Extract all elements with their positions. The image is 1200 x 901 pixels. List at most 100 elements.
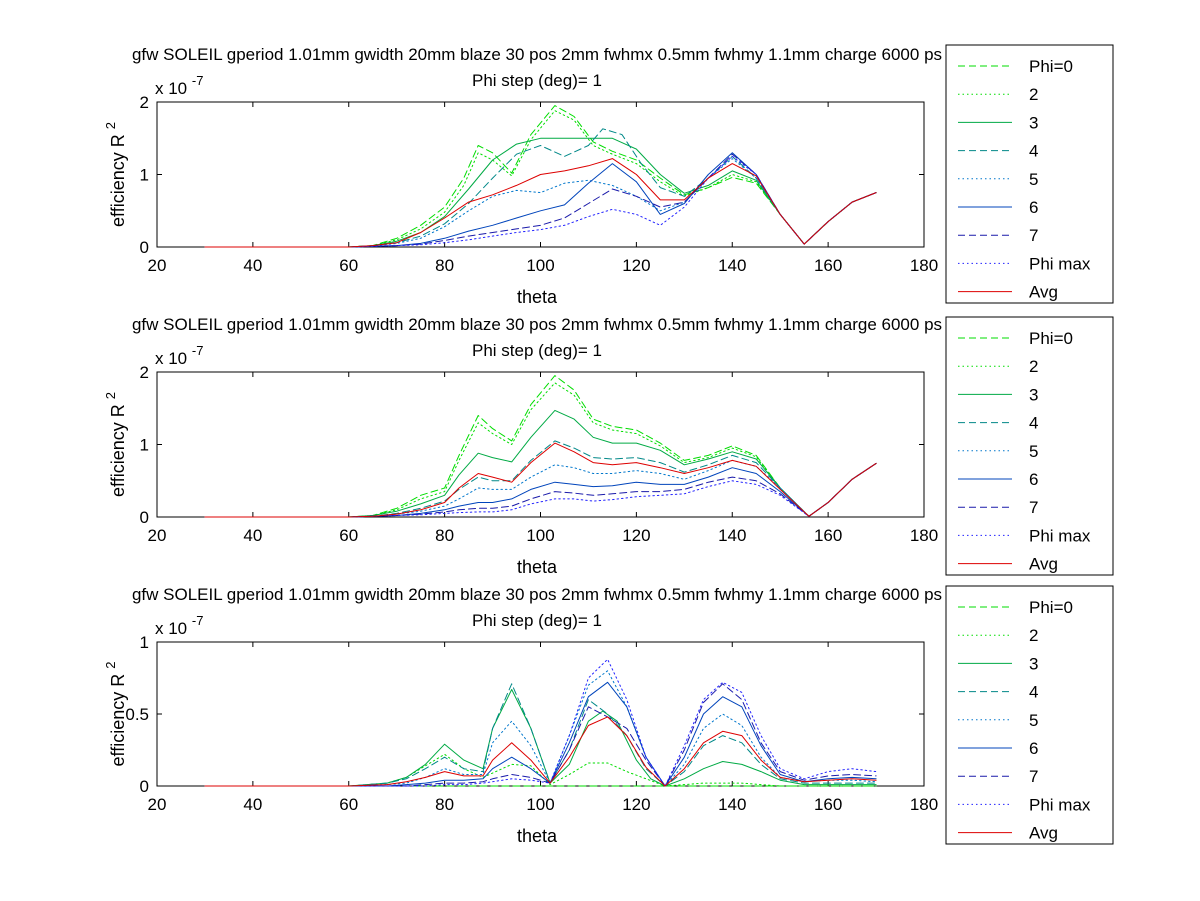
- legend-label: Avg: [1029, 555, 1058, 574]
- series-line-2: [204, 382, 877, 518]
- legend-label: 5: [1029, 442, 1038, 461]
- series-line-6: [204, 462, 877, 518]
- legend-label: 4: [1029, 142, 1038, 161]
- x-tick-label: 160: [814, 795, 842, 814]
- series-line-avg: [204, 158, 877, 248]
- x-tick-label: 180: [910, 526, 938, 545]
- series-line-6: [204, 681, 877, 787]
- series-line-phi-0: [204, 375, 877, 518]
- x-tick-label: 80: [435, 256, 454, 275]
- y-tick-label: 0: [140, 508, 149, 527]
- y-tick-label: 2: [140, 93, 149, 112]
- series-line-7: [204, 683, 877, 787]
- legend-label: Phi=0: [1029, 57, 1073, 76]
- x-tick-label: 140: [718, 795, 746, 814]
- legend-label: 7: [1029, 498, 1038, 517]
- legend-label: 7: [1029, 226, 1038, 245]
- legend-label: Phi max: [1029, 254, 1091, 273]
- legend-label: 6: [1029, 739, 1038, 758]
- series-line-5: [204, 670, 877, 787]
- legend-label: 3: [1029, 385, 1038, 404]
- series-line-6: [204, 152, 877, 248]
- series-line-5: [204, 158, 877, 248]
- y-axis-label: efficiency R 2: [103, 662, 128, 767]
- subplot-2: 20 40 60 80 100 120 140 160 180 0 1 2 x 10 -7 gfw SOL…: [103, 315, 1114, 577]
- y-multiplier: x 10 -7: [155, 343, 203, 368]
- y-tick-label: 0: [140, 238, 149, 257]
- series-line-3: [204, 137, 877, 248]
- series-line-3: [204, 689, 877, 787]
- y-tick-label: 0.5: [125, 705, 149, 724]
- legend-label: Phi=0: [1029, 598, 1073, 617]
- x-tick-label: 20: [148, 256, 167, 275]
- series-line-phi-max: [204, 462, 877, 518]
- series-line-7: [204, 153, 877, 248]
- y-tick-label: 0: [140, 777, 149, 796]
- x-tick-label: 60: [339, 526, 358, 545]
- legend-label: 7: [1029, 767, 1038, 786]
- legend-label: 6: [1029, 198, 1038, 217]
- legend-box: [945, 585, 1114, 845]
- legend-label: Avg: [1029, 824, 1058, 843]
- legend-label: 2: [1029, 626, 1038, 645]
- y-tick-label: 2: [140, 363, 149, 382]
- x-tick-label: 160: [814, 256, 842, 275]
- series-line-avg: [204, 442, 877, 518]
- legend-label: 5: [1029, 170, 1038, 189]
- series-line-phi-max: [204, 155, 877, 248]
- y-tick-label: 1: [140, 633, 149, 652]
- x-tick-label: 120: [622, 256, 650, 275]
- series-line-3: [204, 409, 877, 518]
- plot-subtitle: Phi step (deg)= 1: [472, 71, 602, 90]
- y-tick-label: 1: [140, 166, 149, 185]
- x-axis-label: theta: [517, 287, 558, 307]
- legend-box: [945, 316, 1114, 576]
- x-tick-label: 120: [622, 526, 650, 545]
- legend: Phi=0 2 3 4 5 6 7 Phi max Avg: [945, 44, 1114, 304]
- x-tick-label: 60: [339, 795, 358, 814]
- x-tick-label: 40: [243, 256, 262, 275]
- x-tick-label: 40: [243, 526, 262, 545]
- y-multiplier: x 10 -7: [155, 613, 203, 638]
- legend-label: 2: [1029, 357, 1038, 376]
- x-axis-label: theta: [517, 826, 558, 846]
- legend-label: 4: [1029, 414, 1038, 433]
- series-line-2: [204, 753, 877, 787]
- x-tick-label: 140: [718, 256, 746, 275]
- x-tick-label: 20: [148, 526, 167, 545]
- legend-label: 4: [1029, 683, 1038, 702]
- plot-subtitle: Phi step (deg)= 1: [472, 341, 602, 360]
- x-tick-label: 40: [243, 795, 262, 814]
- legend-box: [945, 44, 1114, 304]
- y-axis-label: efficiency R 2: [103, 122, 128, 227]
- x-tick-label: 180: [910, 795, 938, 814]
- plot-subtitle: Phi step (deg)= 1: [472, 611, 602, 630]
- y-axis-label: efficiency R 2: [103, 392, 128, 497]
- legend-label: Phi max: [1029, 795, 1091, 814]
- series-line-avg: [204, 716, 877, 787]
- x-tick-label: 140: [718, 526, 746, 545]
- legend-label: Phi max: [1029, 526, 1091, 545]
- x-tick-label: 160: [814, 526, 842, 545]
- series-line-2: [204, 110, 877, 248]
- series-line-4: [204, 683, 877, 787]
- y-multiplier: x 10 -7: [155, 73, 203, 98]
- legend-label: Avg: [1029, 283, 1058, 302]
- x-axis-label: theta: [517, 557, 558, 577]
- subplot-3: 20 40 60 80 100 120 140 160 180 0 0.5 1 x 10 -7 gfw S…: [103, 585, 1114, 846]
- series-line-7: [204, 462, 877, 518]
- series-line-5: [204, 459, 877, 518]
- x-tick-label: 100: [526, 795, 554, 814]
- x-tick-label: 60: [339, 256, 358, 275]
- plot-title: gfw SOLEIL gperiod 1.01mm gwidth 20mm bl…: [132, 315, 942, 334]
- legend-label: 5: [1029, 711, 1038, 730]
- series-line-phi-0: [204, 105, 877, 248]
- x-tick-label: 20: [148, 795, 167, 814]
- y-tick-label: 1: [140, 436, 149, 455]
- legend-label: 2: [1029, 85, 1038, 104]
- series-line-4: [204, 128, 877, 248]
- subplot-1: 20 40 60 80 100 120 140 160 180 0 1 2 x 10 -7 gfw SOL…: [103, 44, 1114, 307]
- x-tick-label: 100: [526, 256, 554, 275]
- legend-label: Phi=0: [1029, 329, 1073, 348]
